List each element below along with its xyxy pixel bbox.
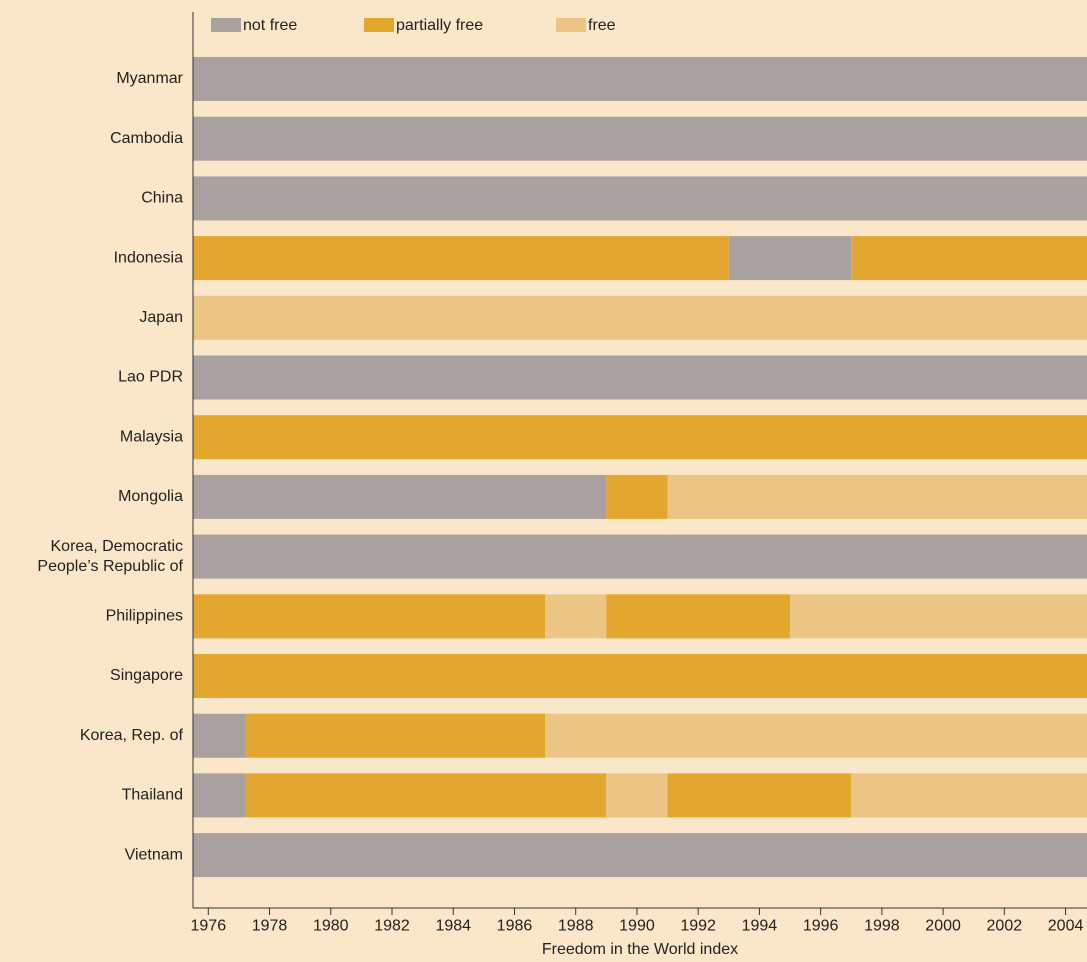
x-tick-label: 1988	[558, 917, 594, 934]
bar-segment	[193, 773, 246, 818]
bar-segment	[606, 474, 668, 519]
bar-segment	[728, 236, 852, 281]
x-tick-label: 1978	[252, 917, 288, 934]
y-tick-label: Korea, Democratic	[51, 538, 184, 555]
x-tick-label: 1982	[374, 917, 410, 934]
y-tick-label: Philippines	[106, 608, 183, 625]
y-tick-label: Vietnam	[125, 846, 183, 863]
bar-segment	[193, 57, 1087, 101]
legend-label: free	[588, 17, 616, 34]
y-tick-label: Mongolia	[118, 488, 183, 505]
x-tick-label: 1996	[803, 917, 839, 934]
bar-segment	[193, 355, 1087, 400]
legend-swatch	[211, 18, 241, 32]
y-tick-label: China	[141, 190, 183, 207]
y-tick-label: Thailand	[122, 787, 183, 804]
bar-segment	[193, 594, 546, 639]
bar-segment	[193, 833, 1087, 878]
bar-segment	[790, 594, 1087, 639]
bar-segment	[193, 295, 1087, 340]
bar-segment	[193, 713, 246, 758]
x-tick-label: 1992	[680, 917, 716, 934]
bar-segment	[545, 594, 607, 639]
bar-segment	[193, 236, 729, 281]
bar-segment	[606, 773, 668, 818]
bar-segment	[193, 534, 1087, 579]
bar-segment	[193, 474, 607, 519]
legend-label: partially free	[396, 17, 483, 34]
bar-segment	[245, 713, 546, 758]
y-tick-label: Indonesia	[114, 249, 183, 266]
bar-segment	[606, 594, 791, 639]
x-tick-label: 2002	[987, 917, 1023, 934]
bar-segment	[667, 474, 1087, 519]
y-tick-label: Singapore	[110, 667, 183, 684]
bar-segment	[851, 236, 1087, 281]
legend-swatch	[556, 18, 586, 32]
x-tick-label: 1980	[313, 917, 349, 934]
y-tick-label: Cambodia	[110, 130, 183, 147]
bar-segment	[193, 654, 1087, 698]
x-tick-label: 1984	[435, 917, 471, 934]
bar-segment	[193, 116, 1087, 161]
y-tick-label: Lao PDR	[118, 369, 183, 386]
legend-swatch	[364, 18, 394, 32]
x-tick-label: 2000	[925, 917, 961, 934]
x-tick-label: 1976	[191, 917, 227, 934]
x-tick-label: 1986	[497, 917, 533, 934]
legend-label: not free	[243, 17, 297, 34]
y-tick-label: Malaysia	[120, 428, 183, 445]
bar-segment	[193, 176, 1087, 221]
x-tick-label: 2004	[1048, 917, 1084, 934]
y-tick-label: People’s Republic of	[37, 558, 183, 575]
x-axis-title: Freedom in the World index	[542, 941, 738, 958]
x-tick-label: 1990	[619, 917, 655, 934]
y-tick-label: Korea, Rep. of	[80, 727, 184, 744]
bar-segment	[245, 773, 607, 818]
y-tick-label: Myanmar	[116, 70, 183, 87]
bar-segment	[851, 773, 1087, 818]
x-tick-label: 1994	[742, 917, 778, 934]
bar-segment	[545, 713, 1087, 758]
bar-segment	[193, 415, 1087, 460]
bar-segment	[667, 773, 852, 818]
x-tick-label: 1998	[864, 917, 900, 934]
y-tick-label: Japan	[139, 309, 183, 326]
